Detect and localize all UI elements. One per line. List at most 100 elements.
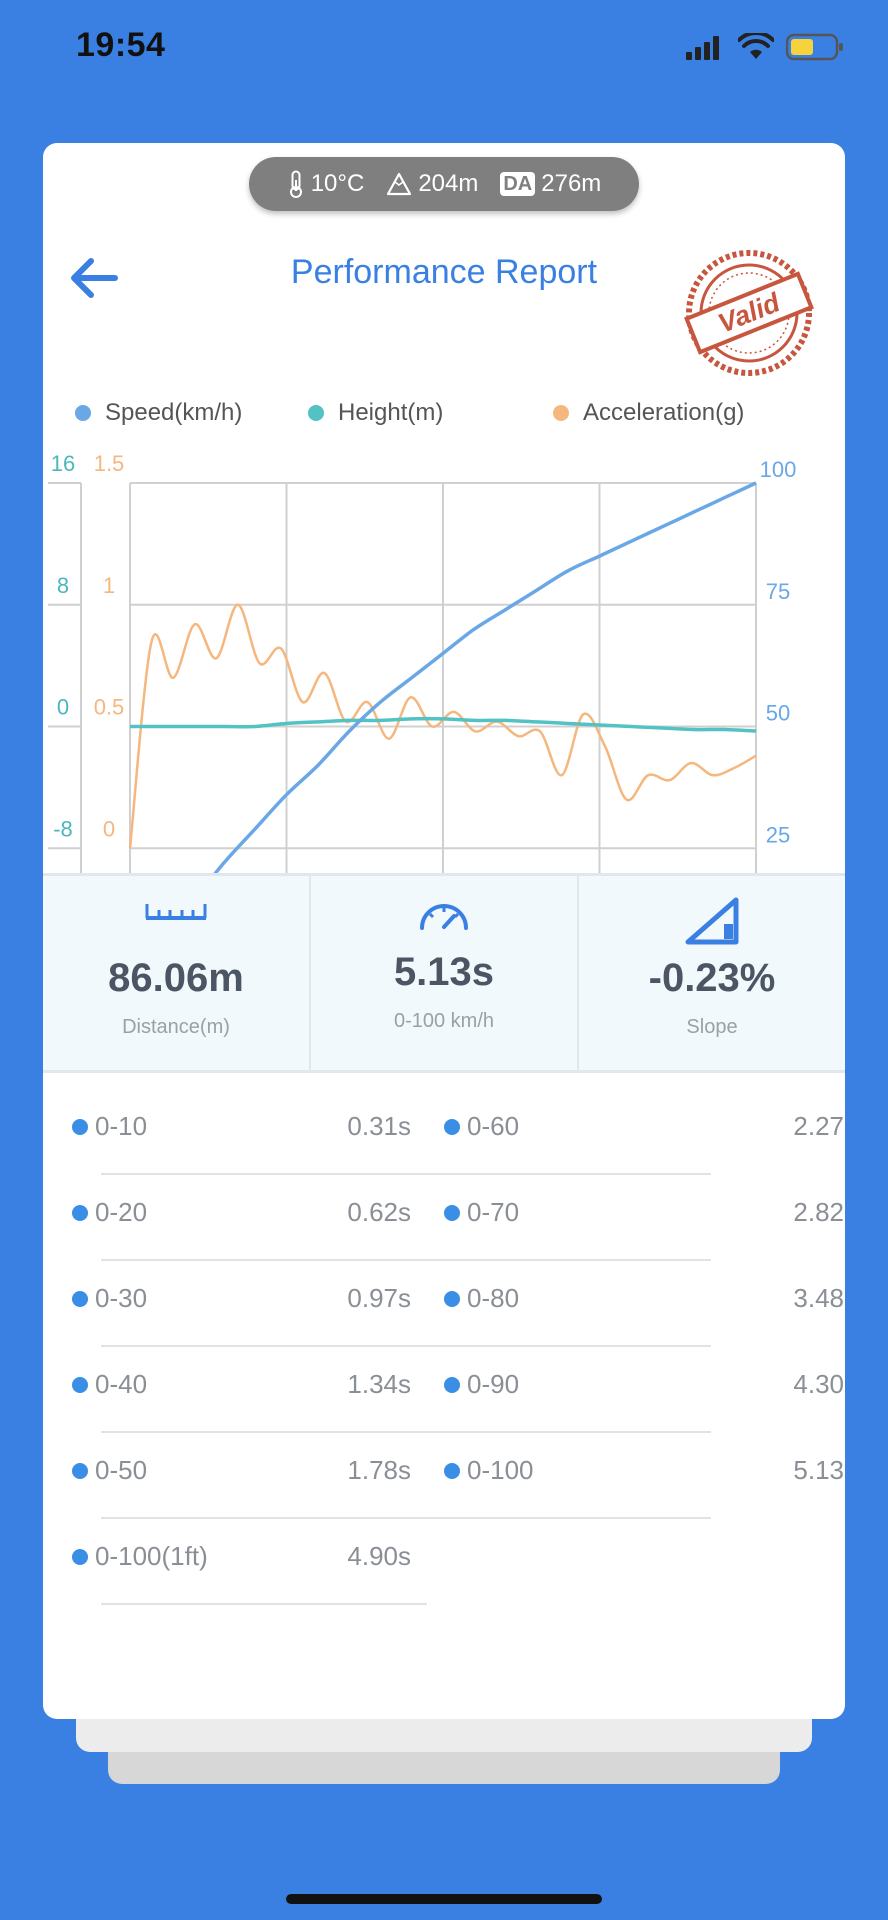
stat-zero-to-hundred: 5.13s 0-100 km/h: [309, 876, 577, 1070]
split-time-row: 0-60 2.27s: [385, 1103, 845, 1189]
split-time-label: 0-40: [95, 1369, 148, 1399]
chart-legend: Speed(km/h) Height(m) Acceleration(g): [67, 399, 827, 439]
speed-series-line: [128, 481, 757, 972]
split-time-value: 1.78s: [347, 1455, 411, 1485]
legend-item-acceleration[interactable]: Acceleration(g): [553, 399, 744, 427]
density-altitude-badge: DA: [500, 172, 536, 196]
acceleration-tick-label: 0: [103, 816, 115, 841]
height-tick-label: 8: [57, 573, 69, 598]
valid-stamp: Valid: [684, 250, 814, 376]
speedometer-icon: [420, 904, 468, 930]
battery-icon: [786, 33, 843, 61]
zero-to-hundred-value: 5.13s: [393, 950, 495, 994]
split-time-label: 0-10: [95, 1111, 148, 1141]
density-altitude-item: DA 276m: [500, 170, 601, 198]
stat-slope: -0.23% Slope: [577, 876, 845, 1070]
split-time-divider: [385, 1517, 711, 1519]
split-time-dot: [72, 1205, 88, 1221]
acceleration-tick-label: 0.5: [94, 695, 125, 720]
wifi-icon: [738, 33, 774, 59]
split-time-value: 2.82s: [793, 1197, 845, 1227]
zero-to-hundred-label: 0-100 km/h: [393, 1010, 495, 1032]
speed-tick-label: 50: [766, 701, 790, 726]
slope-icon: [685, 897, 739, 945]
density-altitude-value: 276m: [541, 170, 602, 197]
altitude-item: 204m: [386, 170, 478, 198]
split-time-divider: [101, 1173, 453, 1175]
split-time-label: 0-80: [467, 1283, 520, 1313]
distance-value: 86.06m: [108, 956, 244, 1000]
temperature-value: 10°C: [310, 170, 365, 197]
acceleration-tick-label: 1: [103, 573, 115, 598]
height-series-line: [130, 716, 757, 733]
height-tick-label: -8: [53, 816, 73, 841]
slope-value: -0.23%: [648, 956, 776, 1000]
split-time-dot: [72, 1377, 88, 1393]
speed-tick-label: 25: [766, 822, 790, 847]
split-time-value: 0.97s: [347, 1283, 411, 1313]
environment-pill: 10°C 204m DA 276m: [249, 157, 639, 211]
legend-item-speed[interactable]: Speed(km/h): [75, 399, 242, 427]
split-time-value: 1.34s: [347, 1369, 411, 1399]
thermometer-icon: [289, 170, 302, 198]
split-time-dot: [444, 1463, 460, 1479]
split-time-divider: [385, 1345, 711, 1347]
split-time-value: 5.13s: [793, 1455, 845, 1485]
split-time-divider: [101, 1259, 453, 1261]
split-time-label: 0-70: [467, 1197, 520, 1227]
distance-label: Distance(m): [122, 1016, 230, 1038]
split-time-divider: [385, 1173, 711, 1175]
split-time-row: 0-50 1.78s: [43, 1447, 453, 1533]
split-time-divider: [101, 1603, 427, 1605]
split-time-label: 0-60: [467, 1111, 520, 1141]
mountain-icon: [387, 172, 412, 196]
split-time-label: 0-100: [467, 1455, 534, 1485]
split-time-dot: [72, 1119, 88, 1135]
page-title: Performance Report: [290, 253, 598, 291]
legend-label-speed: Speed(km/h): [105, 399, 243, 426]
legend-label-height: Height(m): [338, 399, 444, 426]
acceleration-series-line: [128, 603, 757, 849]
split-time-dot: [444, 1205, 460, 1221]
split-time-label: 0-50: [95, 1455, 148, 1485]
home-indicator[interactable]: [286, 1894, 602, 1904]
stats-band: 86.06m Distance(m) 5.13s 0-100 km/h -0.2…: [43, 873, 845, 1073]
split-time-row: 0-70 2.82s: [385, 1189, 845, 1275]
split-time-value: 0.62s: [347, 1197, 411, 1227]
slope-label: Slope: [686, 1016, 738, 1038]
legend-label-acceleration: Acceleration(g): [583, 399, 745, 426]
status-time: 19:54: [76, 26, 166, 64]
stat-distance: 86.06m Distance(m): [43, 876, 309, 1070]
split-time-label: 0-30: [95, 1283, 148, 1313]
split-time-value: 2.27s: [793, 1111, 845, 1141]
split-time-value: 4.30s: [793, 1369, 845, 1399]
speed-tick-label: 100: [760, 457, 797, 482]
split-time-divider: [385, 1259, 711, 1261]
split-time-dot: [72, 1463, 88, 1479]
cellular-signal-icon: [686, 36, 719, 60]
speed-tick-label: 75: [766, 579, 790, 604]
split-time-label: 0-90: [467, 1369, 520, 1399]
legend-dot-speed: [75, 405, 91, 421]
split-time-label: 0-20: [95, 1197, 148, 1227]
split-time-divider: [101, 1345, 453, 1347]
back-arrow-icon[interactable]: [63, 243, 133, 313]
split-time-row: 0-100(1ft) 4.90s: [43, 1533, 427, 1619]
split-time-divider: [101, 1431, 453, 1433]
height-tick-label: 0: [57, 695, 69, 720]
split-time-value: 4.90s: [347, 1541, 411, 1571]
legend-item-height[interactable]: Height(m): [308, 399, 443, 427]
legend-dot-height: [308, 405, 324, 421]
split-time-dot: [72, 1291, 88, 1307]
split-time-divider: [385, 1431, 711, 1433]
performance-report-card: 10°C 204m DA 276m Performance Report Val…: [43, 143, 845, 1719]
legend-dot-acceleration: [553, 405, 569, 421]
split-time-dot: [444, 1377, 460, 1393]
split-time-row: 0-20 0.62s: [43, 1189, 453, 1275]
split-time-label: 0-100(1ft): [95, 1541, 208, 1571]
split-time-row: 0-40 1.34s: [43, 1361, 453, 1447]
split-time-divider: [101, 1517, 453, 1519]
acceleration-tick-label: 1.5: [94, 453, 125, 476]
split-time-row: 0-10 0.31s: [43, 1103, 453, 1189]
altitude-value: 204m: [418, 170, 479, 197]
